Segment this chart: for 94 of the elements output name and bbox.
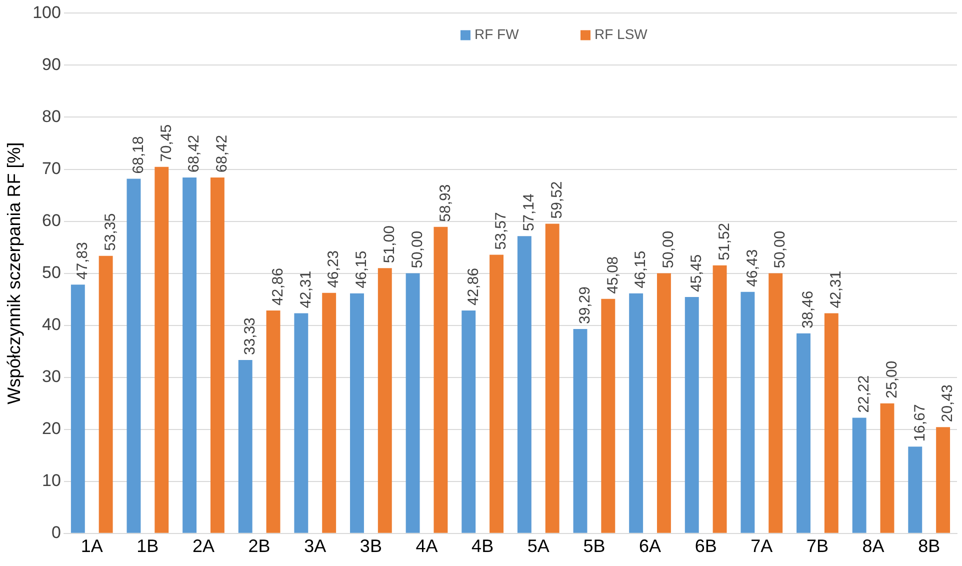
- data-label: 70,45: [158, 124, 175, 162]
- data-label: 46,43: [744, 249, 761, 287]
- legend-label: RF LSW: [594, 26, 648, 42]
- y-tick-label: 10: [42, 471, 61, 490]
- data-label: 53,35: [102, 213, 119, 251]
- y-tick-label: 60: [42, 210, 61, 230]
- y-tick-label: 20: [42, 419, 61, 438]
- x-tick-label: 2A: [192, 536, 215, 556]
- x-tick-label: 4A: [416, 536, 438, 556]
- data-label: 46,23: [325, 250, 342, 288]
- bar: [656, 273, 671, 533]
- x-tick-label: 3A: [304, 536, 326, 556]
- x-tick-label: 3B: [360, 536, 382, 556]
- data-label: 46,15: [632, 250, 650, 288]
- data-label: 50,00: [408, 230, 426, 268]
- bar: [378, 268, 392, 533]
- bar: [210, 177, 224, 533]
- bar: [434, 226, 448, 533]
- y-tick-label: 80: [42, 106, 61, 126]
- data-label: 22,22: [855, 375, 872, 413]
- data-label: 59,52: [548, 181, 566, 219]
- x-tick-label: 6A: [639, 536, 662, 556]
- x-tick-label: 8A: [862, 536, 884, 556]
- x-tick-label: 5A: [527, 536, 550, 556]
- bar: [852, 418, 866, 533]
- x-tick-label: 8B: [918, 536, 940, 556]
- bar: [154, 166, 169, 533]
- bar: [406, 273, 420, 533]
- bar: [517, 236, 532, 533]
- x-tick-label: 6B: [694, 536, 717, 556]
- bar: [824, 313, 838, 533]
- y-tick-label: 0: [51, 523, 61, 542]
- bar: [126, 178, 141, 533]
- data-label: 42,31: [297, 270, 314, 308]
- x-tick-label: 1B: [136, 536, 159, 556]
- data-label: 50,00: [772, 230, 789, 268]
- bar: [740, 292, 755, 533]
- data-label: 68,42: [214, 134, 231, 172]
- bar: [629, 293, 644, 533]
- bar: [490, 254, 504, 533]
- data-label: 42,31: [828, 270, 845, 308]
- data-label: 33,33: [242, 317, 258, 356]
- data-label: 42,86: [269, 268, 286, 306]
- data-label: 39,29: [576, 286, 594, 324]
- bar: [266, 310, 280, 533]
- bar: [294, 313, 308, 533]
- y-tick-label: 100: [32, 2, 61, 22]
- bar: [98, 256, 113, 533]
- data-label: 25,00: [883, 360, 900, 398]
- data-label: 51,52: [716, 222, 733, 260]
- bar: [70, 284, 85, 533]
- data-label: 50,00: [660, 230, 678, 268]
- y-tick-label: 90: [42, 54, 61, 74]
- data-label: 38,46: [800, 290, 817, 328]
- data-label: 47,83: [74, 242, 92, 280]
- bar: [684, 296, 699, 533]
- data-label: 68,18: [130, 136, 147, 174]
- data-label: 53,57: [492, 212, 510, 250]
- bar: [936, 427, 950, 533]
- x-tick-label: 5B: [583, 536, 606, 556]
- x-tick-label: 2B: [248, 536, 270, 556]
- legend-label: RF FW: [474, 26, 520, 42]
- bar: [712, 265, 727, 533]
- data-label: 20,43: [939, 384, 956, 422]
- x-tick-label: 1A: [80, 536, 103, 556]
- data-label: 45,08: [604, 256, 622, 294]
- data-label: 57,14: [520, 194, 538, 232]
- bar: [322, 292, 336, 533]
- data-label: 51,00: [381, 226, 398, 264]
- data-label: 16,67: [911, 404, 928, 442]
- data-label: 42,86: [464, 268, 482, 306]
- x-tick-label: 4B: [472, 536, 494, 556]
- data-label: 68,42: [186, 134, 203, 172]
- x-tick-label: 7A: [750, 536, 773, 556]
- bar: [182, 177, 197, 533]
- data-label: 45,45: [688, 254, 706, 292]
- data-label: 46,15: [353, 250, 370, 288]
- y-tick-label: 50: [42, 262, 61, 282]
- bar: [350, 293, 364, 533]
- bar: [238, 360, 252, 533]
- x-tick-label: 7B: [806, 536, 828, 556]
- bar: [880, 403, 894, 533]
- y-tick-label: 40: [42, 315, 61, 334]
- bar: [601, 298, 616, 533]
- bar: [545, 224, 560, 533]
- bar: [462, 310, 476, 533]
- y-tick-label: 30: [42, 367, 61, 386]
- bar: [768, 273, 783, 533]
- y-axis-title: Współczynnik sczerpania RF [%]: [4, 142, 24, 404]
- data-label: 58,93: [436, 184, 454, 222]
- bar: [573, 329, 588, 533]
- bar: [796, 333, 810, 533]
- bar: [908, 446, 922, 533]
- y-tick-label: 70: [42, 158, 61, 178]
